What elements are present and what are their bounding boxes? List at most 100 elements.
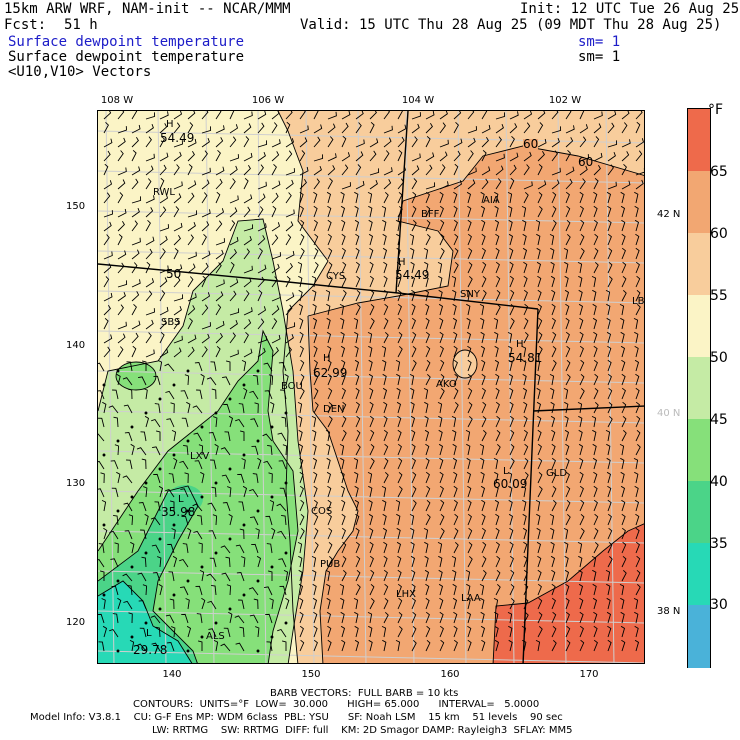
calm-dot <box>158 537 162 541</box>
wind-barb <box>192 405 203 414</box>
wind-barb <box>453 121 459 134</box>
wind-barb <box>383 555 388 568</box>
wind-barb <box>523 261 528 274</box>
wind-barb <box>606 317 611 330</box>
wind-barb <box>453 373 459 386</box>
wind-barb <box>537 289 542 302</box>
calm-dot <box>228 397 232 401</box>
grid-meridian <box>505 111 515 663</box>
wind-barb <box>620 611 625 624</box>
wind-barb <box>340 485 346 498</box>
wind-barb <box>122 573 133 582</box>
wind-barb <box>285 262 293 274</box>
wind-barb <box>271 151 280 162</box>
smoothing-shaded: sm= 1 <box>578 34 621 50</box>
wind-barb <box>131 345 137 358</box>
wind-barb <box>159 348 169 358</box>
wind-barb <box>620 317 625 330</box>
wind-barb <box>507 191 513 204</box>
wind-barb <box>634 345 639 358</box>
wind-barb <box>439 527 445 540</box>
wind-barb <box>354 485 359 498</box>
wind-barb <box>327 499 332 512</box>
wind-barb <box>481 555 487 568</box>
high-marker-4: H <box>516 339 524 350</box>
calm-dot <box>144 621 148 625</box>
wind-barb <box>620 191 625 204</box>
wind-barb <box>139 627 147 638</box>
wind-barb <box>509 111 519 120</box>
wind-barb <box>256 555 262 568</box>
wind-barb <box>381 485 387 498</box>
wind-barb <box>285 168 295 176</box>
wind-barb <box>159 152 169 162</box>
wind-barb <box>250 418 259 428</box>
wind-barb <box>313 471 318 484</box>
wind-barb <box>381 205 387 218</box>
wind-barb <box>537 415 542 428</box>
wind-barb <box>522 359 527 372</box>
wind-barb <box>509 247 514 260</box>
wind-barb <box>243 194 253 204</box>
wind-barb <box>383 167 393 176</box>
wind-barb <box>564 261 569 274</box>
wind-barb <box>593 233 599 246</box>
calm-dot <box>116 649 120 653</box>
wind-barb <box>159 306 169 316</box>
wind-barb <box>481 124 491 134</box>
wind-barb <box>313 611 318 624</box>
wind-barb <box>212 514 218 526</box>
wind-barb <box>269 499 275 512</box>
wind-barb <box>111 585 119 596</box>
wind-barb <box>509 152 519 162</box>
wind-barb <box>467 555 473 568</box>
x-tick-160: 160 <box>440 669 460 680</box>
wind-barb <box>367 331 373 344</box>
wind-barb <box>425 122 433 134</box>
wind-barb <box>369 541 374 554</box>
wind-barb <box>327 555 333 568</box>
wind-barb <box>634 191 639 204</box>
calm-dot <box>242 383 246 387</box>
wind-barb <box>383 401 388 414</box>
wind-barb <box>453 111 462 120</box>
wind-barb <box>311 555 317 568</box>
wind-barb <box>607 555 613 568</box>
wind-barb <box>339 303 345 316</box>
wind-barb <box>481 178 489 190</box>
wind-barb <box>551 611 557 624</box>
wind-barb <box>551 443 556 456</box>
wind-barb <box>593 373 599 386</box>
wind-barb <box>439 331 444 344</box>
shade-35-40-patch <box>167 485 203 513</box>
wind-barb <box>579 471 584 484</box>
wind-barb <box>325 569 331 582</box>
calm-dot <box>214 481 218 485</box>
wind-barb <box>257 289 263 302</box>
wind-barb <box>238 599 245 610</box>
wind-barb <box>257 223 267 232</box>
wind-barb <box>551 499 557 512</box>
wind-barb <box>173 122 181 134</box>
wind-barb <box>257 347 266 358</box>
wind-barb <box>110 558 119 568</box>
wind-barb <box>117 321 127 330</box>
wind-barb <box>467 387 473 400</box>
wind-barb <box>157 359 163 372</box>
wind-barb <box>509 275 514 288</box>
wind-barb <box>117 167 127 176</box>
wind-barb <box>522 387 528 400</box>
wind-barb <box>480 317 485 330</box>
wind-barb <box>187 334 197 344</box>
wind-barb <box>621 373 626 386</box>
wind-barb <box>578 303 584 316</box>
wind-barb <box>593 345 598 358</box>
wind-barb <box>215 191 221 204</box>
calm-dot <box>228 537 232 541</box>
wind-barb <box>145 319 154 330</box>
wind-barb <box>467 111 475 120</box>
wind-barb <box>508 359 513 372</box>
wind-barb <box>145 153 155 162</box>
wind-barb <box>579 625 584 638</box>
wind-barb <box>397 485 403 498</box>
